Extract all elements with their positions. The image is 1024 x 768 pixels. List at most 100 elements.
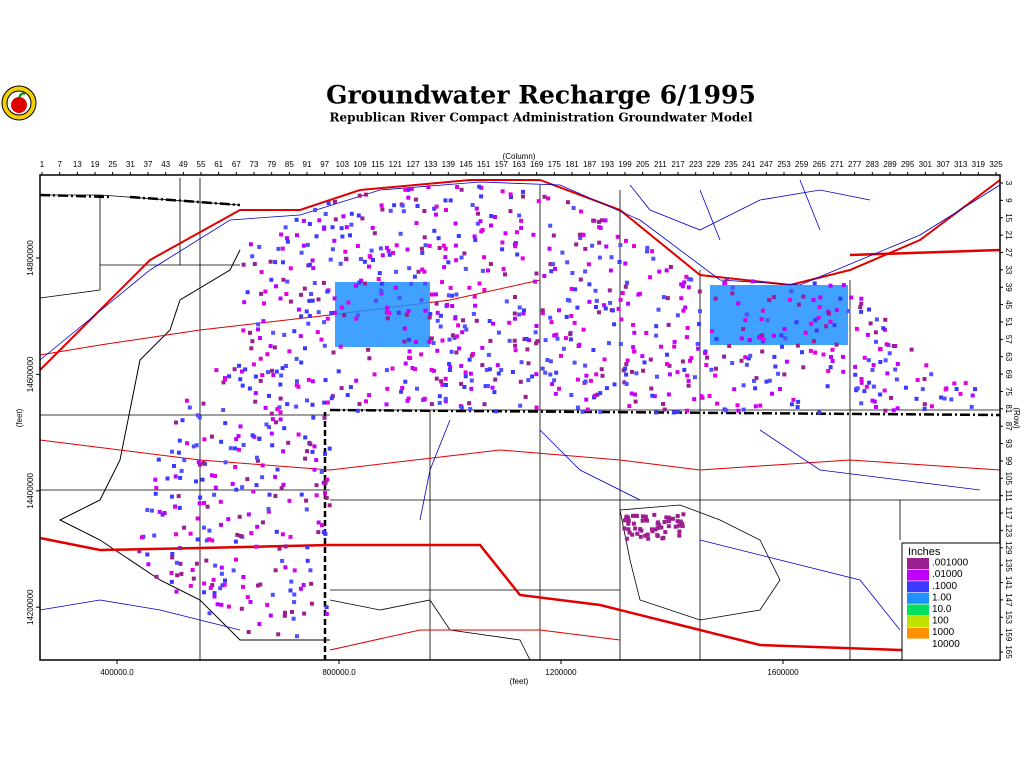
cell: [500, 189, 505, 194]
cell: [623, 284, 628, 289]
cell: [602, 357, 607, 362]
cell: [631, 349, 636, 354]
cell: [306, 321, 311, 326]
cell: [480, 363, 485, 368]
cell: [415, 386, 419, 391]
recharge-cells: [137, 184, 977, 639]
cell: [304, 309, 309, 314]
cell: [314, 483, 319, 488]
cell: [250, 433, 255, 438]
cell: [500, 240, 505, 245]
cell: [474, 318, 479, 323]
legend-swatch: [907, 569, 929, 581]
cell: [577, 342, 582, 347]
cell: [467, 401, 472, 406]
column-tick-label: 127: [406, 160, 420, 169]
column-tick-label: 145: [459, 160, 473, 169]
cell: [255, 524, 260, 529]
cell: [288, 534, 293, 539]
cell: [174, 560, 179, 565]
cell: [454, 258, 459, 263]
cell: [276, 246, 281, 251]
cell: [356, 213, 361, 218]
cell: [521, 311, 526, 316]
cell: [533, 330, 538, 335]
cell: [542, 274, 547, 278]
cell: [534, 341, 539, 346]
cell: [362, 259, 367, 264]
cell: [624, 238, 628, 243]
cell: [271, 373, 276, 377]
cell: [588, 378, 593, 383]
cell: [254, 483, 259, 488]
cell: [855, 386, 860, 391]
cell: [339, 305, 344, 310]
cell: [764, 379, 769, 384]
column-tick-label: 55: [197, 160, 206, 169]
cell: [954, 387, 959, 391]
cell: [922, 377, 927, 381]
cell: [894, 377, 899, 382]
cell: [826, 369, 831, 373]
cell: [431, 341, 436, 345]
cell: [565, 260, 570, 265]
cell: [180, 418, 185, 423]
cell: [267, 393, 271, 398]
cell: [278, 296, 283, 301]
cell: [697, 309, 702, 314]
cell: [496, 330, 501, 335]
cell: [551, 262, 556, 267]
cell: [278, 382, 283, 387]
cell: [776, 371, 781, 376]
column-tick-label: 103: [336, 160, 350, 169]
cell: [201, 401, 206, 406]
cell: [299, 314, 304, 319]
cell: [366, 347, 371, 352]
cell: [609, 255, 614, 260]
x-tick-label: 1600000: [767, 668, 799, 677]
cell: [741, 407, 746, 412]
cell: [659, 525, 664, 530]
cell: [752, 378, 756, 383]
row-tick-label: 87: [1004, 422, 1013, 431]
cell: [459, 405, 464, 410]
cell: [287, 498, 292, 503]
cell: [704, 363, 709, 367]
cell: [878, 360, 883, 364]
cell: [641, 368, 646, 373]
cell: [271, 330, 276, 335]
cell: [373, 298, 378, 303]
cell: [379, 203, 384, 208]
cell: [285, 402, 290, 407]
cell: [372, 231, 377, 236]
cell: [296, 432, 301, 437]
cell: [274, 369, 279, 374]
cell: [560, 250, 565, 255]
cell: [608, 268, 613, 273]
cell: [803, 330, 808, 335]
cell: [427, 243, 432, 248]
cell: [470, 203, 475, 207]
cell: [633, 392, 637, 397]
cell: [312, 444, 317, 449]
cell: [363, 281, 367, 286]
cell: [521, 194, 525, 199]
cell: [634, 371, 639, 376]
cell: [809, 321, 814, 326]
cell: [360, 216, 365, 221]
cell: [279, 486, 284, 491]
cell: [482, 288, 487, 292]
row-tick-label: 165: [1004, 645, 1013, 659]
cell: [191, 444, 196, 449]
cell: [202, 437, 207, 442]
cell: [648, 275, 653, 280]
cell: [575, 305, 580, 310]
cell: [550, 382, 555, 387]
column-tick-label: 13: [73, 160, 82, 169]
cell: [349, 211, 354, 216]
cell: [280, 532, 285, 537]
column-tick-label: 289: [883, 160, 897, 169]
cell: [330, 394, 335, 399]
cell: [867, 307, 871, 312]
cell: [423, 243, 428, 248]
